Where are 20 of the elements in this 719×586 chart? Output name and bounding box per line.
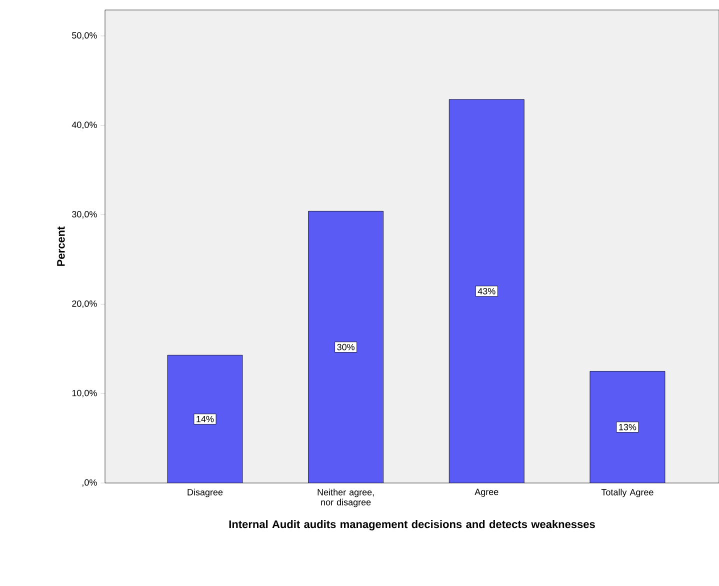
x-tick-label: Disagree xyxy=(188,488,223,498)
x-tick-label: Neither agree, nor disagree xyxy=(318,488,374,508)
y-tick-label: 20,0% xyxy=(72,300,97,308)
data-label: 13% xyxy=(619,424,636,430)
bar xyxy=(590,371,666,483)
x-axis-title: Internal Audit audits management decisions and detects weaknesses xyxy=(229,520,595,530)
data-label: 43% xyxy=(478,288,496,294)
y-tick-label: ,0% xyxy=(82,479,97,487)
y-axis-title: Percent xyxy=(57,226,65,266)
bar xyxy=(167,354,243,483)
data-label: 14% xyxy=(196,416,214,422)
x-tick-label: Agree xyxy=(474,488,498,497)
y-tick-label: 10,0% xyxy=(72,390,97,398)
x-tick-label: Totally Agree xyxy=(601,488,654,498)
y-tick-label: 50,0% xyxy=(72,32,97,40)
bar xyxy=(448,99,524,483)
y-tick-label: 30,0% xyxy=(72,211,97,218)
data-label: 30% xyxy=(337,344,355,350)
y-tick-label: 40,0% xyxy=(72,122,97,130)
bar xyxy=(308,210,384,483)
